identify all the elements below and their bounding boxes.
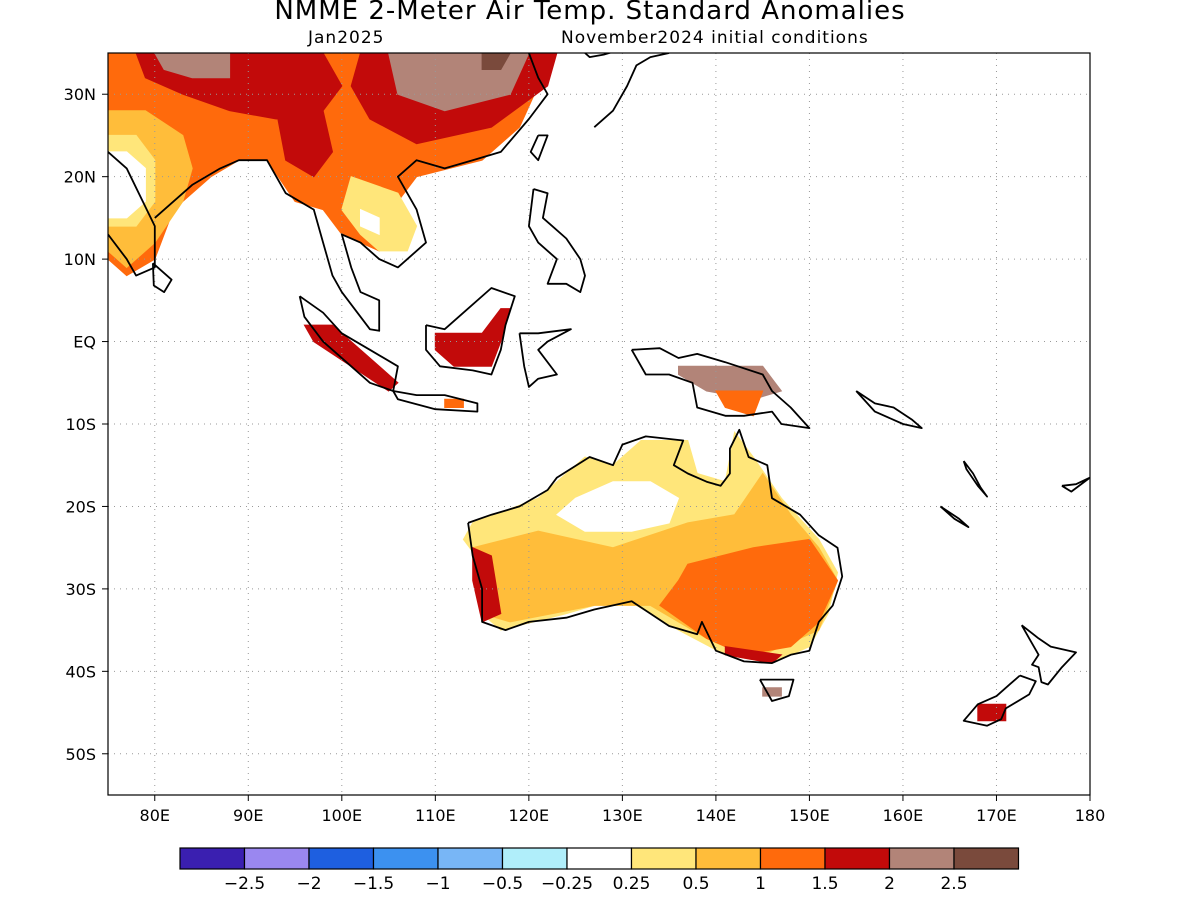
coastline-java — [392, 390, 479, 413]
colorbar: −2.5 −2 −1.5 −1 −0.5 −0.25 0.25 0.5 1 1.5 2 2.5 — [179, 847, 1020, 894]
anomaly-field-china-peak — [481, 53, 511, 70]
coastline-vanuatu — [962, 460, 988, 498]
coastline-fiji — [1061, 476, 1090, 493]
lat-tick-label: 30N — [64, 85, 96, 104]
coastline-japan-ryukyu — [593, 53, 670, 128]
colorbar-label: 1 — [755, 874, 766, 894]
target-month: Jan2025 — [308, 28, 385, 48]
lat-tick-label: 10S — [65, 415, 96, 434]
latitude-axis: 30N 20N 10N EQ 10S 20S 30S 40S 50S — [64, 85, 108, 764]
coastline-sulawesi — [518, 328, 572, 388]
colorbar-label: 2 — [884, 874, 895, 894]
lon-tick-label: 120E — [509, 806, 550, 825]
initial-conditions: November2024 initial conditions — [561, 28, 869, 48]
anomaly-field-india-neutral — [108, 151, 146, 219]
lon-tick-label: 110E — [415, 806, 456, 825]
colorbar-swatch — [824, 847, 891, 870]
anomaly-field-borneo-strong — [434, 308, 511, 367]
lat-tick-label: 30S — [65, 580, 96, 599]
coastline-nz-south — [962, 674, 1037, 727]
colorbar-label: −1.5 — [353, 874, 394, 894]
anomaly-field-thailand-neutral — [360, 208, 380, 236]
lon-tick-label: 150E — [789, 806, 830, 825]
anomaly-shading — [108, 53, 1007, 722]
colorbar-swatch — [437, 847, 504, 870]
lon-tick-label: 140E — [696, 806, 737, 825]
colorbar-swatch — [566, 847, 633, 870]
figure-title: NMME 2-Meter Air Temp. Standard Anomalie… — [274, 0, 906, 26]
colorbar-swatch — [695, 847, 762, 870]
lon-tick-label: 180 — [1075, 806, 1106, 825]
colorbar-label: 0.25 — [613, 874, 651, 894]
lon-tick-label: 100E — [321, 806, 362, 825]
colorbar-swatch — [953, 847, 1020, 870]
coastlines — [108, 53, 1090, 727]
colorbar-label: 2.5 — [940, 874, 967, 894]
coastline-new-caledonia — [939, 505, 970, 528]
coastline-new-guinea — [630, 347, 811, 430]
coastline-australia — [467, 428, 844, 664]
colorbar-label: −0.5 — [482, 874, 523, 894]
lat-tick-label: 20S — [65, 497, 96, 516]
coastline-korea — [584, 53, 613, 58]
colorbar-label: −0.25 — [541, 874, 593, 894]
coastline-solomons — [855, 390, 923, 430]
lon-tick-label: 130E — [602, 806, 643, 825]
anomaly-field-indochina-light — [341, 176, 418, 252]
colorbar-swatch — [243, 847, 310, 870]
colorbar-swatch — [630, 847, 697, 870]
graticule — [108, 53, 1090, 795]
anomaly-field-australia-west-strong — [472, 546, 502, 623]
lon-tick-label: 90E — [233, 806, 263, 825]
longitude-axis: 80E 90E 100E 110E 120E 130E 140E 150E 160E 170E 18… — [140, 795, 1106, 825]
colorbar-swatch — [501, 847, 568, 870]
colorbar-swatch — [372, 847, 439, 870]
coastline-india-coast — [108, 151, 156, 277]
lat-tick-label: 50S — [65, 745, 96, 764]
coastline-borneo — [425, 287, 516, 376]
lon-tick-label: 80E — [140, 806, 170, 825]
colorbar-swatch — [308, 847, 375, 870]
anomaly-field-png-warm — [715, 390, 764, 417]
lat-tick-label: 40S — [65, 662, 96, 681]
colorbar-label: 1.5 — [811, 874, 838, 894]
colorbar-swatch — [759, 847, 826, 870]
coastline-philippines — [528, 188, 586, 294]
colorbar-label: −2.5 — [224, 874, 265, 894]
anomaly-field-tibet-extreme — [154, 53, 231, 79]
anomaly-field-nz-strong — [977, 703, 1007, 722]
colorbar-label: −1 — [425, 874, 450, 894]
coastline-bay-of-bengal-coast — [154, 53, 549, 332]
lon-tick-label: 160E — [883, 806, 924, 825]
lat-tick-label: 10N — [64, 250, 96, 269]
coastline-tasmania — [759, 678, 795, 702]
coastline-sri-lanka — [152, 262, 173, 294]
coastline-nz-north — [1020, 624, 1077, 686]
colorbar-swatch — [888, 847, 955, 870]
anomaly-field-australia-neutral — [556, 481, 680, 532]
lon-tick-label: 170E — [976, 806, 1017, 825]
lat-tick-label: 20N — [64, 168, 96, 187]
anomaly-field-burma-strong — [275, 110, 334, 178]
anomaly-field-java-warm — [444, 398, 464, 408]
lat-tick-label: EQ — [73, 333, 96, 352]
colorbar-label: 0.5 — [682, 874, 709, 894]
coastline-taiwan — [529, 134, 549, 162]
colorbar-label: −2 — [296, 874, 321, 894]
colorbar-swatch — [179, 847, 246, 870]
